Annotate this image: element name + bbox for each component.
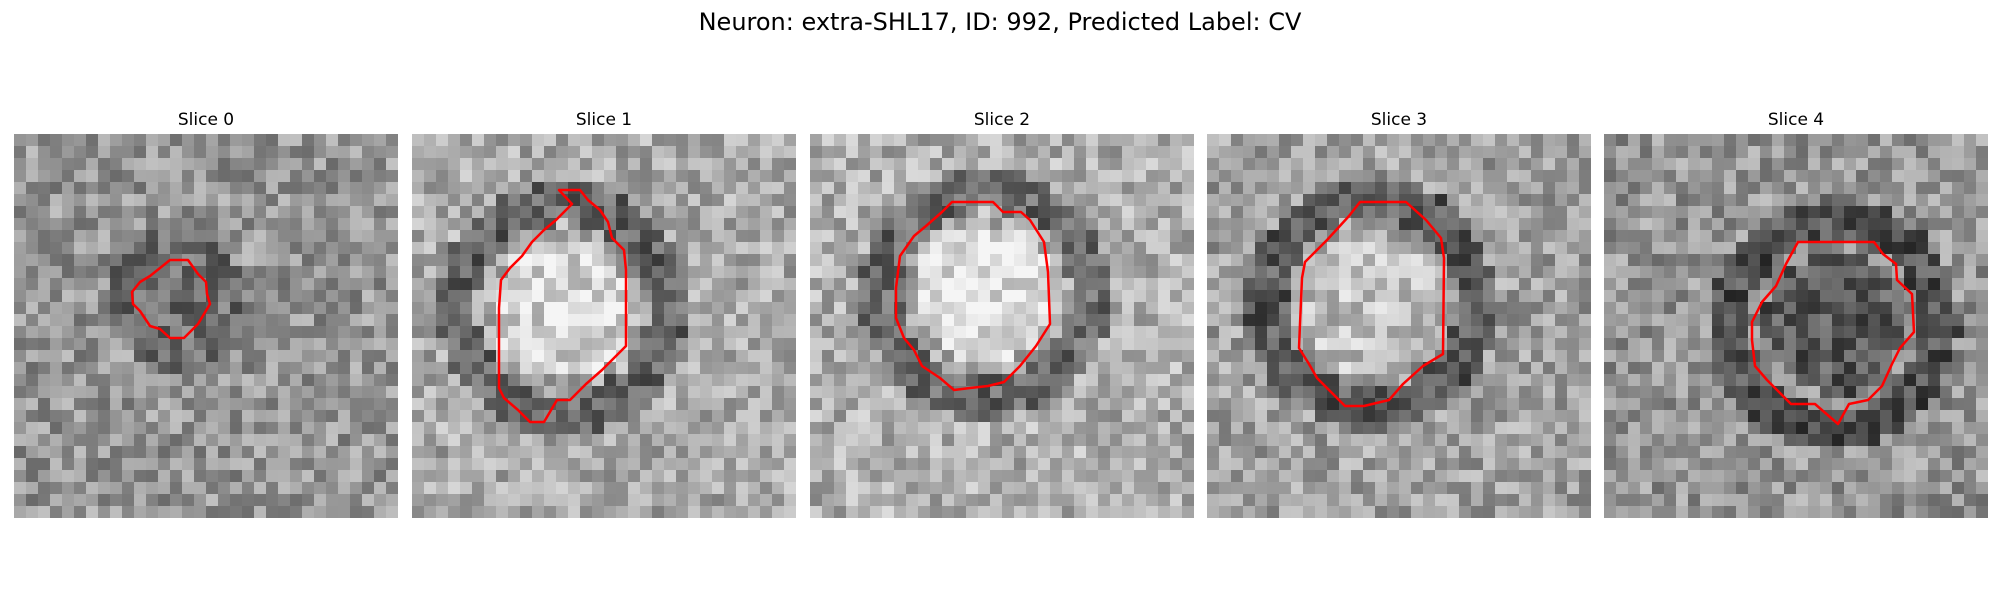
slice-image-0 [14,134,398,518]
slice-title-4: Slice 4 [1767,110,1825,130]
cell-contour [497,188,628,424]
slice-image-3 [1207,134,1591,518]
slice-title-0: Slice 0 [177,110,235,130]
pixel-grid [412,134,796,518]
cell-contour [1750,240,1916,426]
slice-image-4 [1604,134,1988,518]
pixel-grid [1604,134,1988,518]
cell-contour [130,258,212,340]
slice-title-2: Slice 2 [973,110,1031,130]
pixel-grid [14,134,398,518]
figure-title: Neuron: extra-SHL17, ID: 992, Predicted … [698,8,1302,36]
slice-image-1 [412,134,796,518]
cell-contour [894,200,1052,392]
slice-title-3: Slice 3 [1370,110,1428,130]
pixel-grid [810,134,1194,518]
slice-image-2 [810,134,1194,518]
slice-title-1: Slice 1 [575,110,633,130]
pixel-grid [1207,134,1591,518]
cell-contour [1297,200,1446,408]
